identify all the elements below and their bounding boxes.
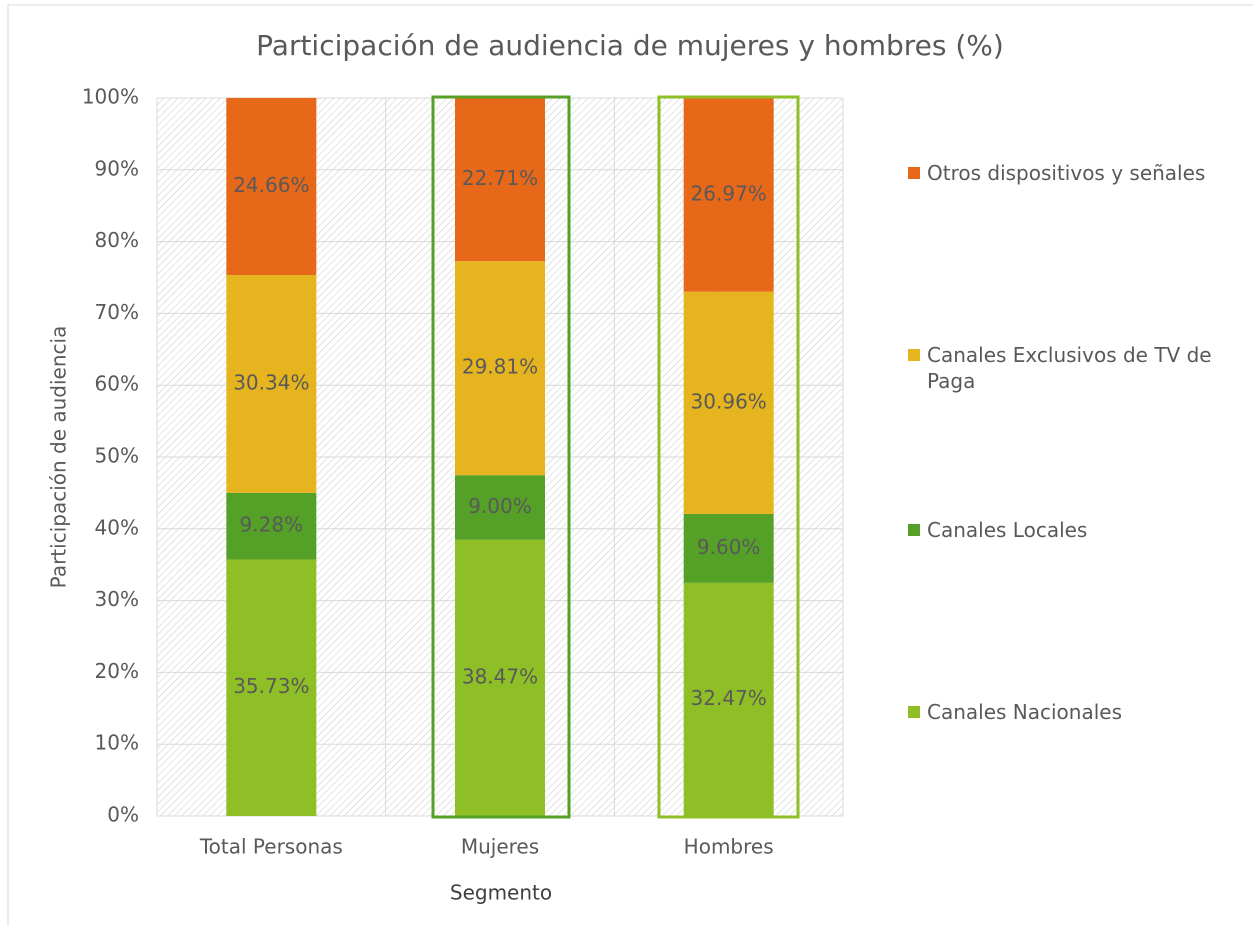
legend-entry: Canales Exclusivos de TV de Paga [905, 342, 1245, 394]
data-label: 30.34% [233, 370, 309, 394]
legend-label: Canales Locales [927, 518, 1088, 542]
y-tick-label: 10% [95, 731, 139, 755]
bar-segment [455, 98, 545, 262]
y-tick-label: 70% [95, 300, 139, 324]
legend-entry: Otros dispositivos y señales [905, 160, 1245, 186]
legend-entry: Canales Nacionales [905, 699, 1245, 725]
data-label: 35.73% [233, 674, 309, 698]
x-tick-label: Hombres [684, 835, 774, 859]
y-tick-label: 20% [95, 659, 139, 683]
data-label: 26.97% [691, 181, 767, 205]
y-axis-title: Participación de audiencia [47, 326, 71, 589]
bar-segment [455, 539, 545, 816]
data-label: 9.00% [468, 494, 532, 518]
highlight-box [431, 95, 571, 819]
bar-segment [683, 98, 774, 292]
bar-segment [683, 513, 774, 583]
y-tick-label: 80% [95, 228, 139, 252]
legend-swatch [908, 349, 920, 361]
y-tick-label: 90% [95, 156, 139, 180]
data-label: 9.28% [240, 513, 304, 537]
bar-segment [226, 492, 317, 560]
data-label: 22.71% [462, 166, 538, 190]
bar-segment [226, 559, 317, 816]
legend-swatch [908, 167, 920, 179]
bar-segment [455, 475, 545, 540]
legend-swatch [908, 706, 920, 718]
chart-border [7, 4, 1253, 926]
bar-segment [226, 274, 317, 493]
y-tick-label: 50% [95, 444, 139, 468]
legend-swatch [908, 524, 920, 536]
y-tick-label: 40% [95, 515, 139, 539]
bar-segment [683, 291, 774, 514]
highlight-box [657, 95, 800, 819]
legend-label: Otros dispositivos y señales [927, 161, 1206, 185]
legend-entry: Canales Locales [905, 517, 1245, 543]
data-label: 32.47% [691, 686, 767, 710]
y-tick-label: 0% [107, 803, 139, 827]
data-label: 30.96% [691, 389, 767, 413]
marks: 0% 10% 20% 30% 40% 50% 60% 70% 80% 90% 100% Total P… [82, 85, 844, 859]
x-axis-title: Segmento [450, 881, 552, 905]
x-tick-label: Mujeres [461, 835, 539, 859]
data-label: 24.66% [233, 173, 309, 197]
bar-segment [455, 261, 545, 476]
y-tick-label: 100% [82, 85, 139, 109]
x-tick-label: Total Personas [199, 835, 343, 859]
data-label: 9.60% [697, 535, 761, 559]
bar-segment [683, 582, 774, 816]
data-label: 38.47% [462, 664, 538, 688]
data-label: 29.81% [462, 355, 538, 379]
chart-title: Participación de audiencia de mujeres y … [256, 29, 1004, 62]
legend-label: Canales Nacionales [927, 700, 1123, 724]
legend-label: Canales Exclusivos de TV de Paga [927, 343, 1212, 393]
y-tick-label: 60% [95, 372, 139, 396]
y-tick-label: 30% [95, 587, 139, 611]
bar-segment [226, 97, 317, 275]
